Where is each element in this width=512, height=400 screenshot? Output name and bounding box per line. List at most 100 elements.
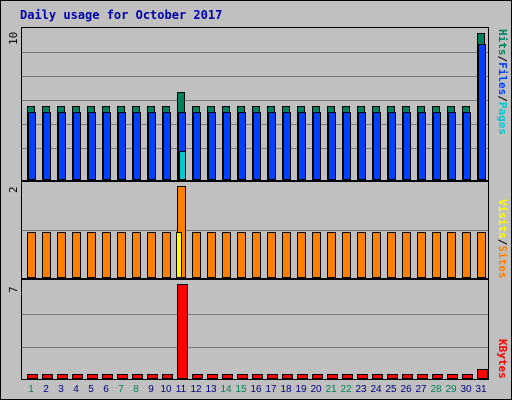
sites-bar bbox=[27, 232, 36, 278]
sites-bar bbox=[162, 232, 171, 278]
day-label: 2 bbox=[43, 384, 49, 395]
legend-hits: Hits bbox=[496, 29, 509, 56]
sites-bar bbox=[132, 232, 141, 278]
kbytes-bar bbox=[192, 374, 203, 379]
gridline bbox=[22, 100, 488, 101]
middle-legend: Visits/Sites bbox=[496, 199, 509, 279]
day-label: 10 bbox=[160, 384, 172, 395]
kbytes-bar bbox=[117, 374, 128, 379]
sites-bar bbox=[267, 232, 276, 278]
gridline bbox=[22, 230, 488, 231]
day-label: 21 bbox=[325, 384, 337, 395]
kbytes-bar bbox=[87, 374, 98, 379]
files-bar bbox=[478, 44, 486, 180]
sites-bar bbox=[222, 232, 231, 278]
day-label: 15 bbox=[235, 384, 247, 395]
kbytes-bar bbox=[222, 374, 233, 379]
gridline bbox=[22, 52, 488, 53]
files-bar bbox=[373, 112, 381, 180]
day-label: 24 bbox=[370, 384, 382, 395]
gridline bbox=[22, 76, 488, 77]
gridline bbox=[22, 347, 488, 348]
sites-bar bbox=[192, 232, 201, 278]
kbytes-bar bbox=[177, 284, 188, 379]
kbytes-bar bbox=[42, 374, 53, 379]
day-label: 23 bbox=[355, 384, 367, 395]
sites-bar bbox=[147, 232, 156, 278]
kbytes-panel bbox=[21, 279, 489, 380]
day-label: 16 bbox=[250, 384, 262, 395]
legend-sep: / bbox=[496, 95, 509, 102]
kbytes-bar bbox=[312, 374, 323, 379]
sites-bar bbox=[87, 232, 96, 278]
day-label: 20 bbox=[310, 384, 322, 395]
kbytes-bar bbox=[372, 374, 383, 379]
bottom-legend: KBytes bbox=[496, 339, 509, 379]
files-bar bbox=[43, 112, 51, 180]
sites-bar bbox=[312, 232, 321, 278]
kbytes-bar bbox=[252, 374, 263, 379]
legend-files: Files bbox=[496, 62, 509, 96]
files-bar bbox=[433, 112, 441, 180]
day-label: 28 bbox=[430, 384, 442, 395]
files-bar bbox=[28, 112, 36, 180]
day-label: 6 bbox=[103, 384, 109, 395]
kbytes-bar bbox=[387, 374, 398, 379]
gridline bbox=[22, 314, 488, 315]
sites-bar bbox=[207, 232, 216, 278]
files-bar bbox=[223, 112, 231, 180]
files-bar bbox=[283, 112, 291, 180]
files-bar bbox=[88, 112, 96, 180]
kbytes-ymax-label: 7 bbox=[7, 286, 20, 293]
legend-sites: Sites bbox=[496, 245, 509, 279]
kbytes-bar bbox=[72, 374, 83, 379]
sites-bar bbox=[372, 232, 381, 278]
day-label: 31 bbox=[475, 384, 487, 395]
sites-bar bbox=[252, 232, 261, 278]
hits-ymax-label: 10 bbox=[7, 31, 20, 45]
files-bar bbox=[103, 112, 111, 180]
day-label: 12 bbox=[190, 384, 202, 395]
sites-bar bbox=[237, 232, 246, 278]
day-label: 8 bbox=[133, 384, 139, 395]
sites-bar bbox=[297, 232, 306, 278]
chart-title: Daily usage for October 2017 bbox=[20, 8, 223, 22]
files-bar bbox=[133, 112, 141, 180]
files-bar bbox=[328, 112, 336, 180]
day-label: 25 bbox=[385, 384, 397, 395]
day-label: 11 bbox=[175, 384, 187, 395]
kbytes-bar bbox=[327, 374, 338, 379]
day-label: 5 bbox=[88, 384, 94, 395]
files-bar bbox=[343, 112, 351, 180]
kbytes-bar bbox=[477, 369, 488, 379]
kbytes-bar bbox=[402, 374, 413, 379]
sites-bar bbox=[462, 232, 471, 278]
kbytes-bar bbox=[297, 374, 308, 379]
kbytes-bar bbox=[432, 374, 443, 379]
sites-bar bbox=[57, 232, 66, 278]
sites-bar bbox=[342, 232, 351, 278]
files-bar bbox=[358, 112, 366, 180]
sites-bar bbox=[417, 232, 426, 278]
day-label: 3 bbox=[58, 384, 64, 395]
kbytes-bar bbox=[357, 374, 368, 379]
day-label: 22 bbox=[340, 384, 352, 395]
sites-bar bbox=[327, 232, 336, 278]
day-label: 14 bbox=[220, 384, 232, 395]
files-bar bbox=[208, 112, 216, 180]
files-bar bbox=[163, 112, 171, 180]
sites-bar bbox=[102, 232, 111, 278]
day-label: 17 bbox=[265, 384, 277, 395]
files-bar bbox=[463, 112, 471, 180]
files-bar bbox=[388, 112, 396, 180]
day-label: 1 bbox=[28, 384, 34, 395]
day-label: 13 bbox=[205, 384, 217, 395]
files-bar bbox=[148, 112, 156, 180]
kbytes-bar bbox=[462, 374, 473, 379]
files-bar bbox=[118, 112, 126, 180]
day-label: 9 bbox=[148, 384, 154, 395]
files-bar bbox=[313, 112, 321, 180]
hits-files-pages-panel bbox=[21, 27, 489, 181]
visits-bar bbox=[176, 232, 182, 278]
files-bar bbox=[253, 112, 261, 180]
